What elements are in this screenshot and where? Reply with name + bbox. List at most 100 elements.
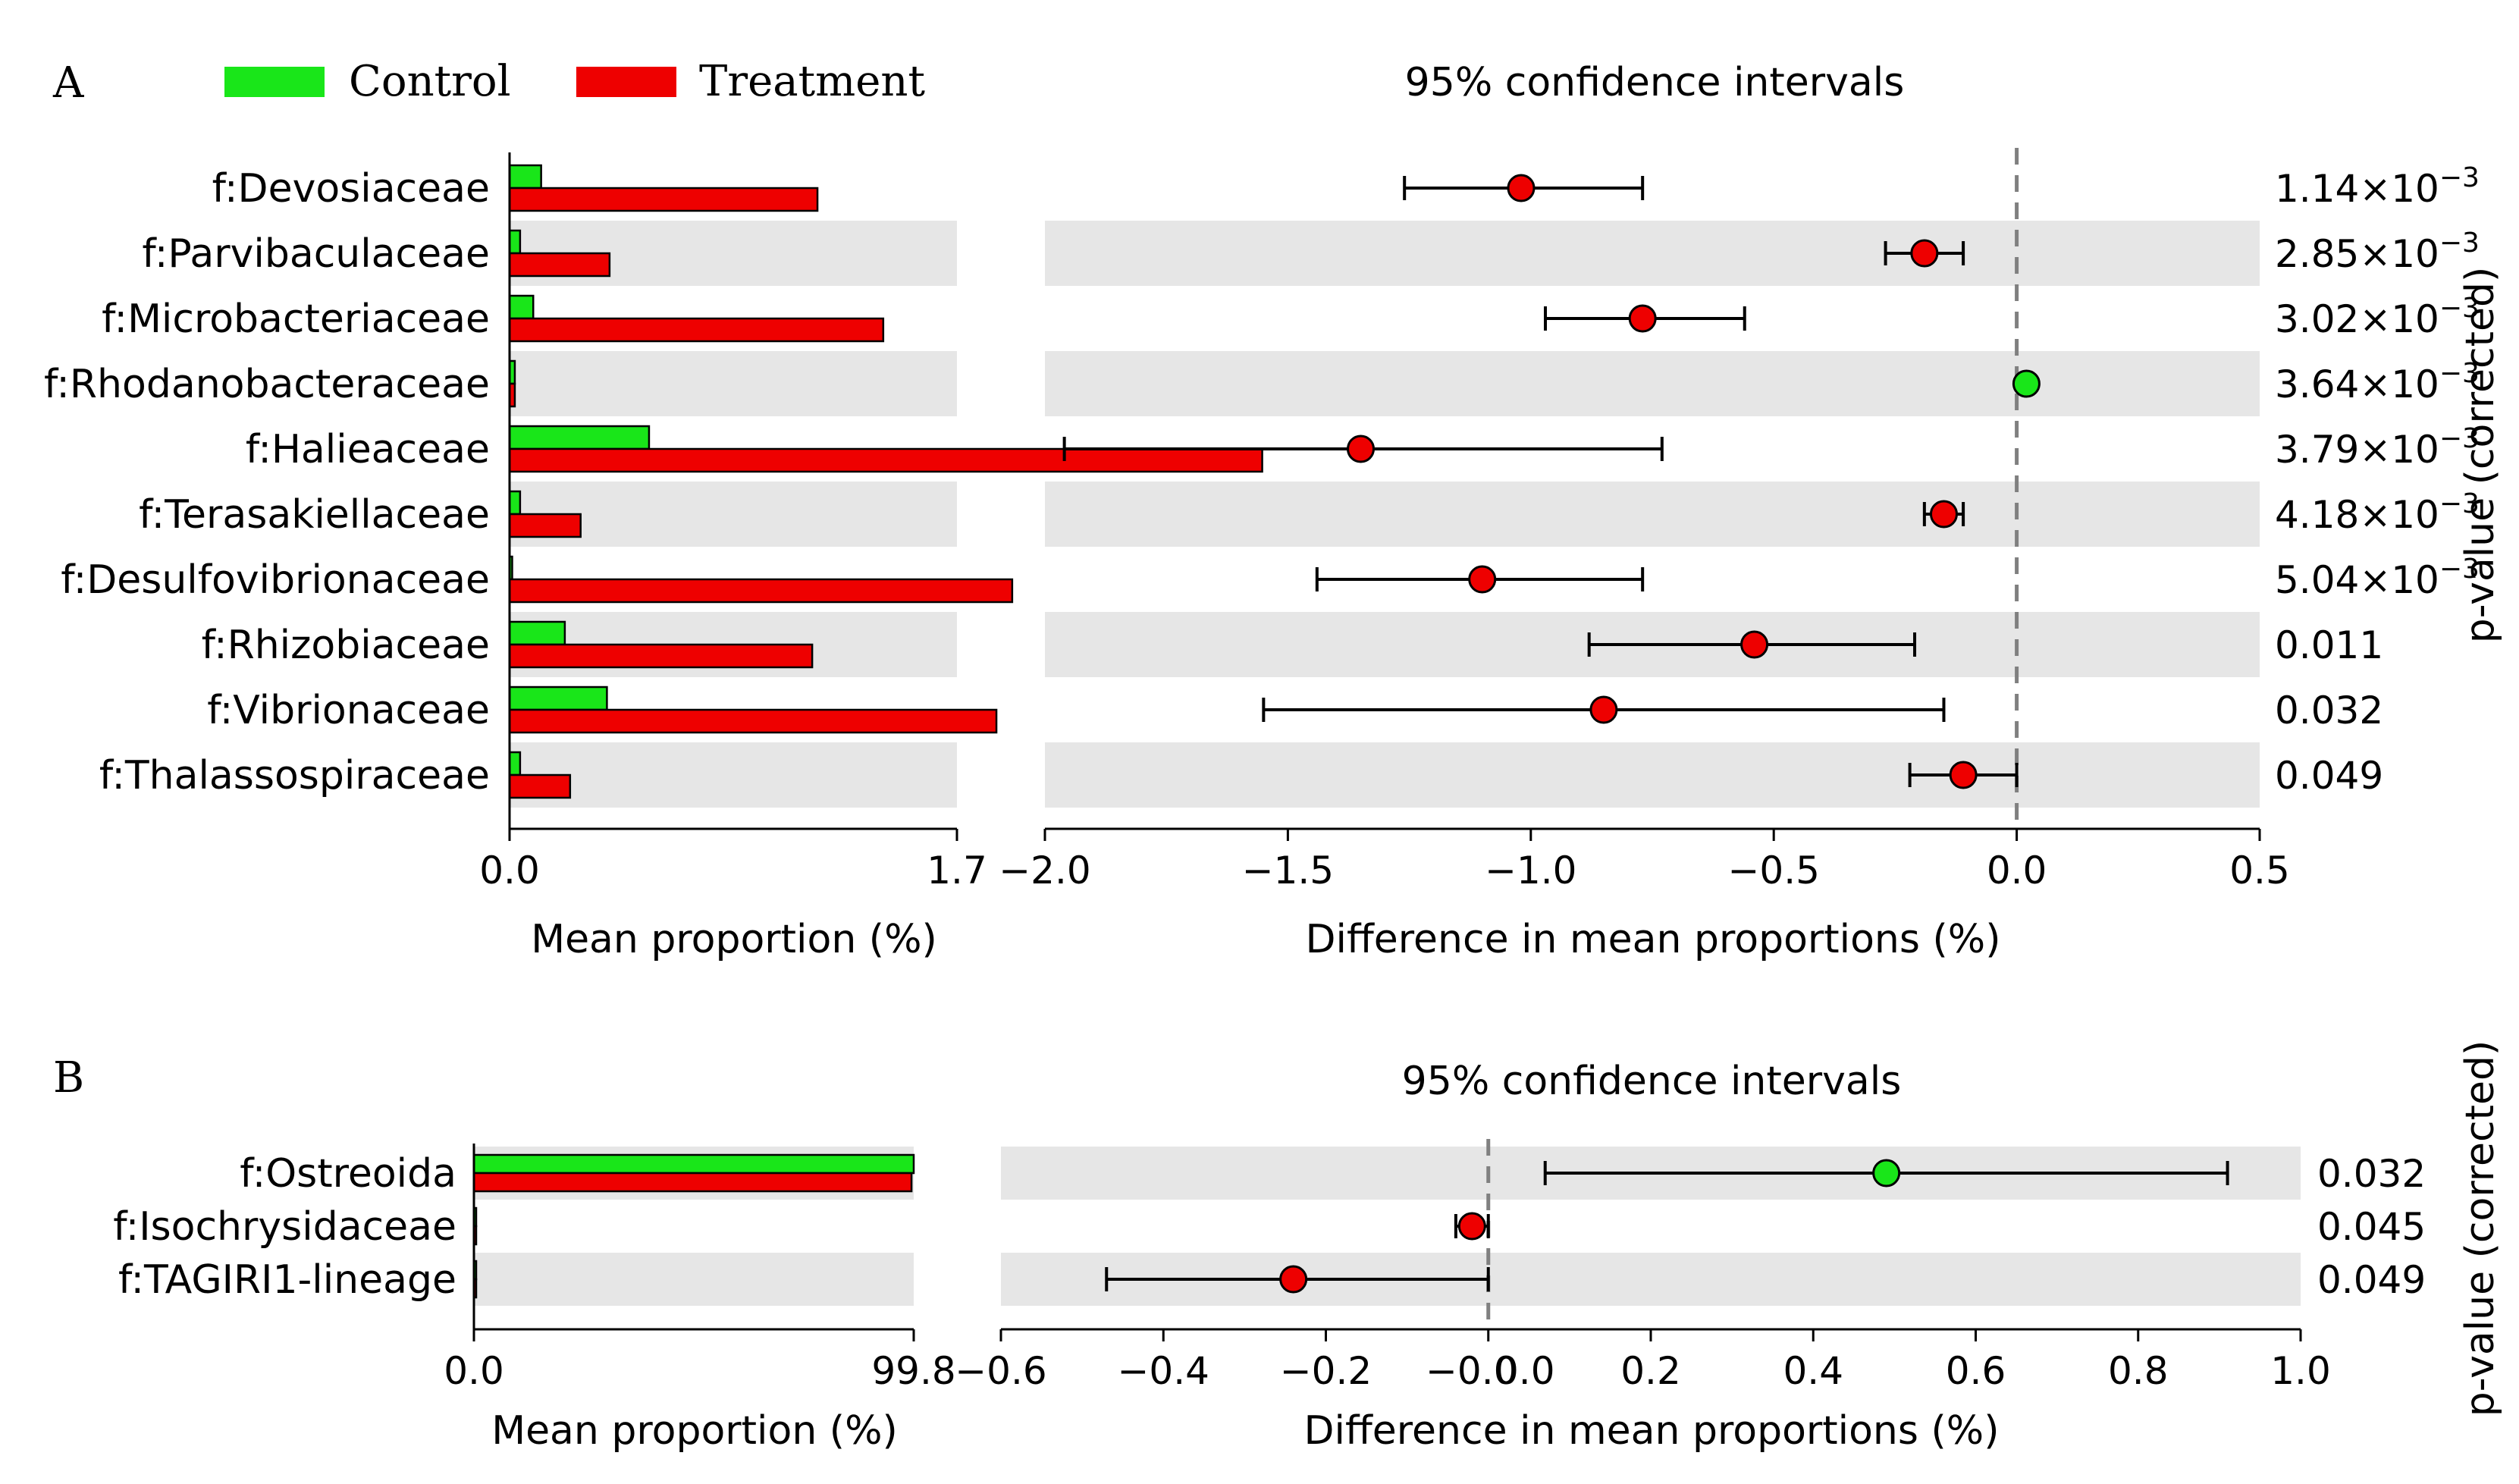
p-value-label: 0.049 xyxy=(2275,754,2383,798)
legend-treatment-swatch xyxy=(576,67,676,97)
category-label: f:Desulfovibrionaceae xyxy=(61,557,490,603)
p-value-label: 3.79×10−3 xyxy=(2275,423,2480,472)
p-value-label: 1.14×10−3 xyxy=(2275,162,2480,211)
ci-axis-tick-label: −0.4 xyxy=(1118,1349,1209,1393)
control-bar xyxy=(508,229,522,255)
ci-axis-tick-label: −0.2 xyxy=(1280,1349,1372,1393)
bar-axis-tick-label: 0.0 xyxy=(444,1349,504,1393)
ci-axis-tick-label: −0.6 xyxy=(955,1349,1046,1393)
mean-difference-point xyxy=(1872,1159,1901,1188)
treatment-bar xyxy=(508,708,998,734)
p-value-label: 2.85×10−3 xyxy=(2275,227,2480,276)
p-value-label: 3.02×10−3 xyxy=(2275,293,2480,341)
mean-difference-point xyxy=(1347,435,1376,463)
treatment-bar xyxy=(508,317,885,343)
control-bar xyxy=(508,620,566,646)
mean-difference-point xyxy=(1628,304,1657,333)
panel-b-ci-xlabel: Difference in mean proportions (%) xyxy=(1303,1408,1999,1454)
panel-a-letter: A xyxy=(52,58,84,108)
mean-difference-point xyxy=(1949,761,1978,789)
treatment-bar xyxy=(508,513,582,538)
control-bar xyxy=(508,686,608,711)
ci-axis-tick-label: 0.2 xyxy=(1620,1349,1681,1393)
category-label: f:Isochrysidaceae xyxy=(113,1204,456,1250)
legend-control-swatch xyxy=(224,67,325,97)
treatment-bar xyxy=(508,773,572,799)
control-bar xyxy=(508,425,651,450)
ci-axis-tick-label: 0.0 xyxy=(1495,1349,1555,1393)
legend-treatment-label: Treatment xyxy=(699,57,925,106)
mean-difference-point xyxy=(1589,695,1618,724)
treatment-bar xyxy=(508,187,819,212)
treatment-bar xyxy=(472,1172,913,1193)
ci-axis-tick-label: 0.5 xyxy=(2229,849,2290,893)
ci-row-band xyxy=(1045,351,2260,416)
mean-difference-point xyxy=(2012,369,2041,398)
bar-axis-tick-label: 1.7 xyxy=(927,849,987,893)
control-bar xyxy=(472,1153,915,1175)
panel-a-ci-title: 95% confidence intervals xyxy=(1405,60,1905,105)
panel-b-bar-xlabel: Mean proportion (%) xyxy=(491,1408,898,1454)
bar-axis-tick-label: 99.8 xyxy=(871,1349,955,1393)
mean-difference-point xyxy=(1929,500,1958,529)
panel-b-pvalue-axis-label: p-value (corrected) xyxy=(2458,1040,2503,1417)
p-value-label: 0.045 xyxy=(2317,1205,2426,1249)
ci-axis-tick-label: −1.0 xyxy=(1485,849,1576,893)
category-label: f:Halieaceae xyxy=(246,427,490,472)
control-bar xyxy=(508,490,522,516)
mean-difference-point xyxy=(1457,1212,1486,1241)
bar-row-band xyxy=(510,482,957,547)
mean-difference-point xyxy=(1910,239,1939,268)
p-value-label: 3.64×10−3 xyxy=(2275,358,2480,406)
mean-difference-point xyxy=(1740,630,1769,659)
category-label: f:Parvibaculaceae xyxy=(142,231,490,277)
p-value-label: 5.04×10−3 xyxy=(2275,554,2480,602)
control-bar xyxy=(508,294,535,320)
category-label: f:Rhizobiaceae xyxy=(202,623,490,668)
panel-a-ci-xlabel: Difference in mean proportions (%) xyxy=(1305,917,2000,962)
control-bar xyxy=(508,164,542,190)
legend-control-label: Control xyxy=(349,57,511,106)
bar-axis-tick-label: 0.0 xyxy=(479,849,540,893)
treatment-bar xyxy=(508,252,611,278)
bar-row-band xyxy=(474,1253,914,1306)
ci-row-band xyxy=(1045,482,2260,547)
category-label: f:Microbacteriaceae xyxy=(102,296,490,342)
ci-axis-tick-label: 0.0 xyxy=(1987,849,2047,893)
p-value-label: 4.18×10−3 xyxy=(2275,488,2480,537)
mean-difference-point xyxy=(1507,174,1536,202)
ci-row-band xyxy=(1045,742,2260,808)
category-label: f:Rhodanobacteraceae xyxy=(44,362,490,407)
category-label: f:Thalassospiraceae xyxy=(99,753,490,798)
ci-axis-tick-label: 0.4 xyxy=(1783,1349,1843,1393)
p-value-label: 0.011 xyxy=(2275,623,2383,667)
ci-axis-tick-label: −2.0 xyxy=(999,849,1090,893)
ci-row-band xyxy=(1045,221,2260,286)
treatment-bar xyxy=(508,643,814,669)
treatment-bar xyxy=(508,447,1263,473)
mean-difference-point xyxy=(1468,565,1497,594)
p-value-label: 0.049 xyxy=(2317,1258,2426,1302)
treatment-bar xyxy=(508,578,1014,604)
ci-axis-tick-label: −0.0 xyxy=(1426,1349,1517,1393)
panel-b-ci-title: 95% confidence intervals xyxy=(1402,1059,1902,1104)
category-label: f:Ostreoida xyxy=(240,1151,456,1197)
ci-axis-tick-label: 0.8 xyxy=(2108,1349,2169,1393)
ci-axis-tick-label: 0.6 xyxy=(1946,1349,2006,1393)
mean-difference-point xyxy=(1279,1265,1308,1294)
bar-row-band xyxy=(510,351,957,416)
category-label: f:Vibrionaceae xyxy=(207,688,490,733)
category-label: f:TAGIRI1-lineage xyxy=(118,1257,456,1303)
category-label: f:Devosiaceae xyxy=(212,166,490,212)
ci-axis-tick-label: −0.5 xyxy=(1727,849,1819,893)
panel-a-bar-xlabel: Mean proportion (%) xyxy=(531,917,937,962)
panel-a-pvalue-axis-label: p-value (corrected) xyxy=(2458,267,2503,644)
bar-row-band xyxy=(510,742,957,808)
ci-axis-tick-label: −1.5 xyxy=(1242,849,1334,893)
p-value-label: 0.032 xyxy=(2317,1152,2426,1196)
ci-axis-tick-label: 1.0 xyxy=(2270,1349,2331,1393)
control-bar xyxy=(508,751,522,777)
panel-b-letter: B xyxy=(53,1053,84,1103)
category-label: f:Terasakiellaceae xyxy=(139,492,490,538)
